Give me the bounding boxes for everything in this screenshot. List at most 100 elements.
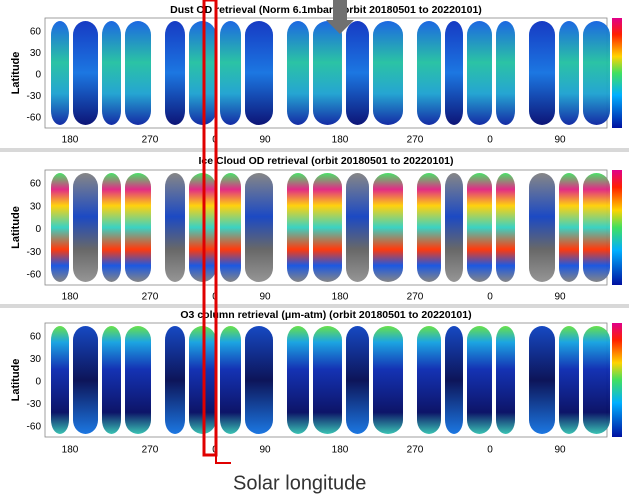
heatmap-swath (496, 326, 515, 434)
heatmap-swath (51, 21, 69, 125)
x-tick-label: 270 (407, 135, 424, 146)
x-tick-label: 90 (554, 135, 566, 146)
leader-line (215, 455, 231, 464)
x-tick-label: 270 (407, 445, 424, 456)
heatmap-swath (529, 173, 555, 282)
x-tick-label: 180 (332, 135, 349, 146)
heatmap-swath (529, 326, 555, 434)
heatmap-swath (583, 173, 610, 282)
y-axis-label: Latitude (10, 52, 22, 95)
arrow (326, 0, 354, 34)
y-tick-label: 60 (30, 179, 42, 190)
y-tick-label: 30 (30, 48, 42, 59)
heatmap-swath (373, 173, 403, 282)
x-tick-label: 180 (332, 292, 349, 303)
y-axis-label: Latitude (10, 359, 22, 402)
x-tick-label: 90 (259, 135, 271, 146)
x-tick-label: 180 (62, 135, 79, 146)
x-tick-label: 180 (62, 445, 79, 456)
heatmap-swath (220, 173, 241, 282)
heatmap-swath (445, 173, 463, 282)
y-tick-label: -30 (27, 247, 42, 258)
heatmap-swath (73, 21, 98, 125)
heatmap-swath (496, 21, 515, 125)
heatmap-swath (220, 326, 241, 434)
heatmap-swath (165, 326, 185, 434)
x-tick-label: 270 (142, 292, 159, 303)
x-tick-label: 90 (554, 445, 566, 456)
heatmap-swath (125, 21, 151, 125)
heatmap-swath (417, 173, 441, 282)
y-tick-label: 0 (35, 70, 41, 81)
heatmap-swath (51, 173, 69, 282)
y-tick-label: 30 (30, 354, 42, 365)
heatmap-swath (125, 326, 151, 434)
heatmap-swath (467, 326, 492, 434)
panel-title: Ice Cloud OD retrieval (orbit 20180501 t… (198, 155, 453, 167)
heatmap-swath (583, 326, 610, 434)
y-axis-label: Latitude (10, 206, 22, 249)
heatmap-swath (529, 21, 555, 125)
heatmap-swath (51, 326, 69, 434)
y-tick-label: 60 (30, 332, 42, 343)
heatmap-swath (373, 326, 403, 434)
x-tick-label: 90 (259, 445, 271, 456)
heatmap-swath (445, 21, 463, 125)
heatmap-swath (417, 326, 441, 434)
y-tick-label: -60 (27, 270, 42, 281)
heatmap-swath (417, 21, 441, 125)
x-tick-label: 270 (142, 445, 159, 456)
heatmap-swath (220, 21, 241, 125)
y-tick-label: -30 (27, 399, 42, 410)
panel-title: O3 column retrieval (μm-atm) (orbit 2018… (180, 309, 471, 321)
annotation: Solar longitude (233, 472, 366, 494)
colorbar (612, 170, 622, 285)
heatmap-swath (102, 173, 121, 282)
heatmap-swath (313, 173, 342, 282)
heatmap-swath (559, 326, 579, 434)
x-tick-label: 180 (332, 445, 349, 456)
heatmap-swath (373, 21, 403, 125)
heatmap-swath (287, 21, 309, 125)
heatmap-swath (313, 326, 342, 434)
heatmap-swath (165, 21, 185, 125)
x-tick-label: 90 (554, 292, 566, 303)
x-tick-label: 0 (487, 292, 493, 303)
y-tick-label: -60 (27, 422, 42, 433)
y-tick-label: -60 (27, 113, 42, 124)
y-tick-label: 0 (35, 224, 41, 235)
colorbar (612, 323, 622, 437)
y-tick-label: 60 (30, 27, 42, 38)
separator (0, 304, 629, 308)
y-tick-label: 0 (35, 377, 41, 388)
y-tick-label: -30 (27, 91, 42, 102)
x-tick-label: 0 (487, 135, 493, 146)
heatmap-swath (313, 21, 342, 125)
y-tick-label: 30 (30, 201, 42, 212)
heatmap-swath (583, 21, 610, 125)
heatmap-swath (73, 173, 98, 282)
heatmap-swath (496, 173, 515, 282)
heatmap-swath (287, 173, 309, 282)
heatmap-swath (467, 173, 492, 282)
x-tick-label: 0 (487, 445, 493, 456)
heatmap-swath (346, 173, 369, 282)
heatmap-swath (346, 21, 369, 125)
heatmap-swath (245, 326, 273, 434)
heatmap-swath (287, 326, 309, 434)
colorbar (612, 18, 622, 128)
heatmap-swath (445, 326, 463, 434)
x-tick-label: 270 (407, 292, 424, 303)
x-tick-label: 90 (259, 292, 271, 303)
heatmap-swath (559, 21, 579, 125)
heatmap-swath (165, 173, 185, 282)
heatmap-swath (245, 173, 273, 282)
heatmap-swath (245, 21, 273, 125)
x-tick-label: 270 (142, 135, 159, 146)
heatmap-swath (467, 21, 492, 125)
heatmap-swath (125, 173, 151, 282)
separator (0, 148, 629, 152)
heatmap-swath (102, 21, 121, 125)
x-tick-label: 180 (62, 292, 79, 303)
